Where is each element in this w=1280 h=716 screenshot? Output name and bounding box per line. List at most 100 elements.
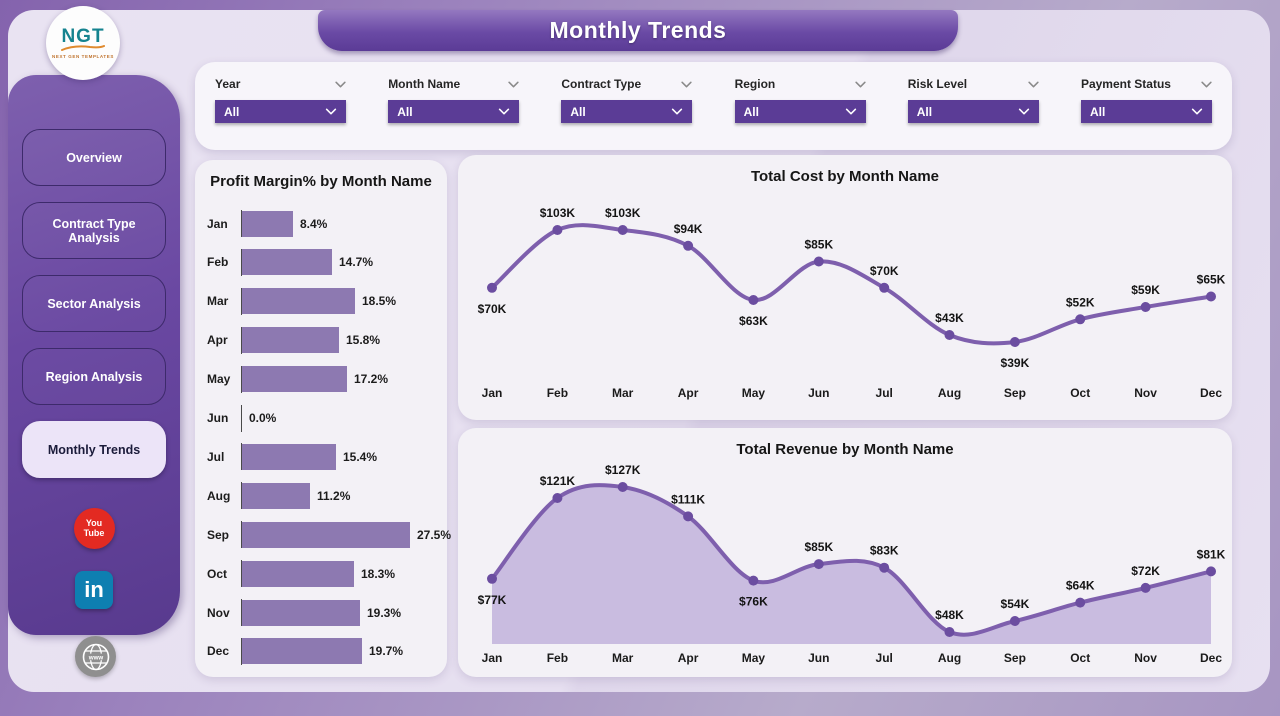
filter-header: Risk Level	[908, 77, 1039, 91]
data-point[interactable]	[1206, 566, 1216, 577]
sidebar-item-monthly-trends[interactable]: Monthly Trends	[22, 421, 166, 478]
data-point[interactable]	[748, 575, 759, 586]
chevron-down-icon	[672, 108, 683, 115]
logo-subtext: NEXT GEN TEMPLATES	[52, 54, 114, 59]
bar-value-label: 19.3%	[367, 605, 402, 620]
bar[interactable]	[242, 327, 339, 354]
sidebar-item-contract-type-analysis[interactable]: Contract Type Analysis	[22, 202, 166, 259]
bar-row: Apr 15.8%	[207, 326, 439, 354]
filter-risk-level-dropdown[interactable]: All	[907, 100, 1039, 123]
data-point[interactable]	[552, 493, 563, 503]
filter-year-dropdown[interactable]: All	[215, 100, 346, 123]
data-point[interactable]	[683, 240, 694, 251]
bar[interactable]	[242, 560, 354, 587]
profit-margin-bar-chart-card: Profit Margin% by Month Name Jan 8.4% Feb 1…	[195, 160, 451, 677]
sidebar-social: You Tube in	[73, 508, 115, 609]
data-point[interactable]	[487, 573, 497, 584]
axis-category-label: Jul	[876, 386, 893, 400]
axis-category-label: Jun	[808, 651, 829, 665]
data-point[interactable]	[617, 225, 628, 235]
filter-risk-level: Risk Level All	[907, 77, 1039, 123]
total-revenue-area-chart-card: Total Revenue by Month Name $77K Jan $121K…	[458, 428, 1232, 677]
bar-track: 0.0%	[241, 404, 439, 432]
data-point[interactable]	[1206, 291, 1216, 302]
bar[interactable]	[242, 366, 347, 393]
bar[interactable]	[242, 443, 336, 470]
axis-category-label: Aug	[938, 386, 961, 400]
bar-category-label: Nov	[207, 605, 230, 620]
data-point[interactable]	[879, 282, 890, 293]
data-label: $48K	[935, 608, 964, 622]
filter-payment-status-dropdown[interactable]: All	[1080, 100, 1212, 123]
trend-line	[490, 223, 1213, 346]
filter-label: Payment Status	[1080, 77, 1171, 91]
filter-month-name: Month Name All	[388, 77, 520, 123]
data-point[interactable]	[748, 295, 759, 305]
bar-category-label: Apr	[207, 333, 228, 348]
axis-category-label: Mar	[612, 651, 634, 665]
filter-selected-value: All	[916, 104, 933, 119]
sidebar-item-sector-analysis[interactable]: Sector Analysis	[22, 275, 166, 332]
bar-category-label: Feb	[207, 255, 229, 270]
data-point[interactable]	[944, 330, 955, 340]
area-fill	[492, 485, 1211, 644]
filter-contract-type-dropdown[interactable]: All	[561, 100, 693, 123]
bar-track: 15.4%	[241, 443, 439, 471]
bar-track: 15.8%	[241, 326, 439, 354]
bar-category-label: Jan	[207, 216, 228, 231]
data-point[interactable]	[1009, 616, 1020, 626]
bar[interactable]	[242, 249, 332, 276]
bar-track: 18.3%	[241, 560, 439, 588]
bar-row: Nov 19.3%	[207, 599, 439, 627]
axis-category-label: May	[742, 386, 766, 400]
bar-row: Feb 14.7%	[207, 248, 439, 276]
globe-glyph: www	[82, 643, 109, 670]
data-point[interactable]	[813, 256, 824, 267]
axis-category-label: Sep	[1004, 386, 1026, 400]
filter-label: Month Name	[388, 77, 461, 91]
bar[interactable]	[242, 482, 310, 509]
axis-category-label: Jan	[482, 386, 503, 400]
bar-category-label: Sep	[207, 527, 230, 542]
bar[interactable]	[242, 638, 362, 665]
youtube-icon[interactable]: You Tube	[73, 508, 115, 549]
total-cost-line-chart-card: Total Cost by Month Name $70K Jan $103K Feb…	[458, 155, 1232, 420]
filter-month-name-dropdown[interactable]: All	[388, 100, 520, 123]
data-point[interactable]	[1009, 337, 1020, 347]
data-label: $103K	[605, 206, 641, 220]
data-point[interactable]	[1075, 314, 1086, 325]
data-label: $81K	[1197, 547, 1226, 561]
data-point[interactable]	[879, 562, 890, 573]
axis-category-label: Jun	[808, 386, 829, 400]
filter-label: Region	[734, 77, 776, 91]
data-point[interactable]	[944, 627, 955, 637]
data-point[interactable]	[487, 282, 497, 293]
axis-category-label: Sep	[1004, 651, 1026, 665]
bar-category-label: May	[207, 372, 231, 387]
filter-label: Risk Level	[907, 77, 968, 91]
data-point[interactable]	[1140, 582, 1151, 593]
linkedin-icon[interactable]: in	[75, 571, 113, 609]
website-globe-icon[interactable]: www	[75, 636, 116, 677]
bar[interactable]	[242, 599, 360, 626]
bar[interactable]	[242, 210, 293, 237]
chevron-down-icon	[681, 81, 693, 87]
youtube-label: You	[85, 518, 103, 529]
bar[interactable]	[242, 521, 410, 548]
filter-header: Year	[215, 77, 346, 91]
data-point[interactable]	[813, 559, 824, 570]
data-point[interactable]	[552, 225, 563, 235]
axis-category-label: Oct	[1070, 386, 1090, 400]
data-label: $72K	[1131, 564, 1160, 578]
bar[interactable]	[242, 288, 355, 315]
data-point[interactable]	[683, 511, 694, 522]
data-point[interactable]	[617, 482, 628, 492]
sidebar-item-overview[interactable]: Overview	[22, 129, 166, 186]
data-point[interactable]	[1140, 302, 1151, 312]
axis-category-label: Nov	[1134, 386, 1157, 400]
filter-contract-type: Contract Type All	[561, 77, 693, 123]
filter-region-dropdown[interactable]: All	[734, 100, 866, 123]
data-point[interactable]	[1075, 597, 1086, 608]
bar-row: Jul 15.4%	[207, 443, 439, 471]
sidebar-item-region-analysis[interactable]: Region Analysis	[22, 348, 166, 405]
